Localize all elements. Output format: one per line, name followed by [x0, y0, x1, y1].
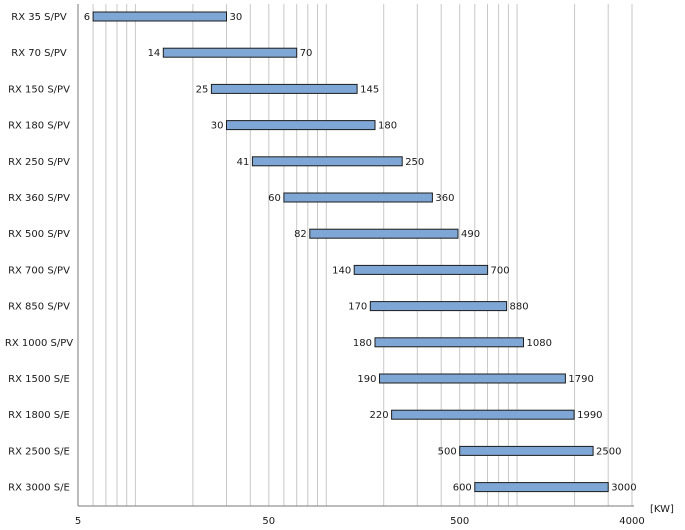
- bar-min-label: 220: [370, 410, 389, 421]
- x-axis-unit-label: [KW]: [650, 504, 674, 515]
- x-tick-label: 5: [75, 516, 81, 527]
- row-label: RX 150 S/PV: [8, 84, 70, 95]
- row-label: RX 35 S/PV: [11, 12, 67, 23]
- range-bar: [283, 192, 433, 203]
- bar-min-label: 600: [453, 483, 472, 494]
- range-bar: [374, 337, 524, 348]
- range-bar: [309, 228, 459, 239]
- row-labels: RX 35 S/PV RX 70 S/PV RX 150 S/PV RX 180 S/…: [5, 12, 73, 494]
- row-label: RX 360 S/PV: [8, 193, 70, 204]
- bar-min-label: 6: [84, 12, 90, 23]
- row-label: RX 2500 S/E: [8, 446, 70, 457]
- row-label: RX 1500 S/E: [8, 374, 70, 385]
- bar-max-label: 250: [405, 157, 424, 168]
- bar-max-label: 360: [435, 193, 454, 204]
- row-label: RX 700 S/PV: [8, 265, 70, 276]
- row-label: RX 3000 S/E: [8, 483, 70, 494]
- bar-min-label: 180: [353, 338, 372, 349]
- row-label: RX 180 S/PV: [8, 121, 70, 132]
- row-label: RX 500 S/PV: [8, 229, 70, 240]
- bar-min-label: 14: [148, 48, 161, 59]
- row-label: RX 1000 S/PV: [5, 338, 73, 349]
- range-bar: [391, 409, 575, 420]
- range-bar: [474, 482, 609, 493]
- bar-max-label: 30: [230, 12, 243, 23]
- range-bar: [210, 83, 358, 94]
- range-bar: [162, 47, 298, 58]
- x-tick-labels: 5 50 500 4000: [75, 516, 645, 527]
- range-bar: [226, 120, 376, 131]
- bar-max-label: 70: [300, 48, 313, 59]
- bar-min-label: 30: [211, 121, 224, 132]
- bar-max-label: 3000: [611, 483, 636, 494]
- range-bar: [369, 301, 508, 312]
- bar-min-label: 140: [332, 265, 351, 276]
- range-bar: [353, 264, 489, 275]
- bar-max-label: 490: [461, 229, 480, 240]
- row-label: RX 70 S/PV: [11, 48, 67, 59]
- x-tick-label: 4000: [619, 516, 644, 527]
- bar-max-label: 1080: [527, 338, 552, 349]
- grid-lines: [92, 4, 633, 506]
- bar-max-label: 145: [360, 84, 379, 95]
- range-bar: [459, 445, 594, 456]
- bar-max-label: 880: [510, 302, 529, 313]
- bar-max-label: 700: [491, 265, 510, 276]
- row-label: RX 850 S/PV: [8, 302, 70, 313]
- bar-min-label: 190: [357, 374, 376, 385]
- row-label: RX 250 S/PV: [8, 157, 70, 168]
- range-bar: [92, 11, 227, 22]
- range-bar: [379, 373, 566, 384]
- x-tick-label: 50: [262, 516, 275, 527]
- bar-min-label: 60: [268, 193, 281, 204]
- bar-min-label: 41: [237, 157, 250, 168]
- bar-max-label: 2500: [596, 446, 621, 457]
- bar-max-label: 1790: [568, 374, 593, 385]
- bar-min-label: 25: [196, 84, 209, 95]
- x-tick-label: 500: [450, 516, 469, 527]
- row-label: RX 1800 S/E: [8, 410, 70, 421]
- bar-min-label: 82: [294, 229, 307, 240]
- bar-max-label: 180: [378, 121, 397, 132]
- range-bar: [251, 156, 403, 167]
- bars: 6 30 14 70 25 145 30 180 41 250 60 360 82 490 140 700 17…: [84, 11, 637, 494]
- bar-min-label: 500: [438, 446, 457, 457]
- bar-max-label: 1990: [577, 410, 602, 421]
- bar-min-label: 170: [348, 302, 367, 313]
